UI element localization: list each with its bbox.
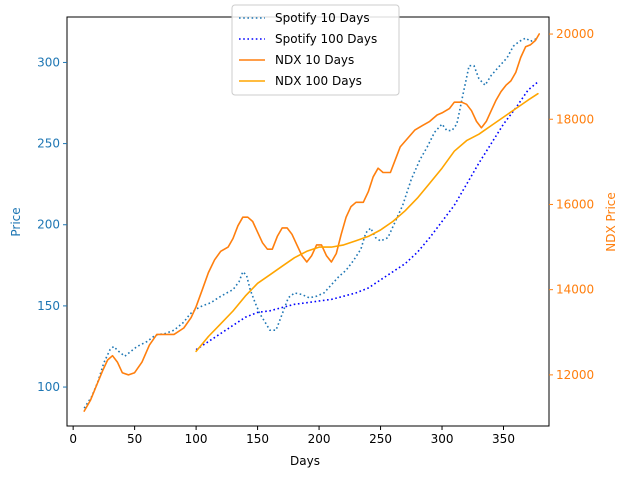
legend-box — [231, 4, 400, 96]
legend-label: Spotify 100 Days — [275, 32, 377, 46]
right-y-axis-label: NDX Price — [604, 192, 618, 252]
x-tick-label: 0 — [69, 432, 77, 446]
right-y-tick-label: 20000 — [556, 27, 594, 41]
x-axis-label: Days — [290, 454, 320, 468]
legend-label: Spotify 10 Days — [275, 11, 370, 25]
left-y-tick-label: 100 — [37, 380, 60, 394]
x-tick-label: 150 — [246, 432, 269, 446]
left-y-tick-label: 250 — [37, 137, 60, 151]
right-y-tick-label: 14000 — [556, 283, 594, 297]
x-tick-label: 50 — [127, 432, 142, 446]
legend-label: NDX 10 Days — [275, 53, 354, 67]
series-line-ndx-10-days — [83, 33, 540, 412]
left-y-tick-label: 300 — [37, 55, 60, 69]
x-tick-label: 350 — [492, 432, 515, 446]
left-y-tick-label: 150 — [37, 299, 60, 313]
right-y-tick-label: 16000 — [556, 197, 594, 211]
series-layer — [83, 33, 540, 412]
legend-label: NDX 100 Days — [275, 74, 362, 88]
x-tick-label: 200 — [308, 432, 331, 446]
left-y-tick-label: 200 — [37, 218, 60, 232]
right-y-tick-label: 12000 — [556, 368, 594, 382]
series-line-spotify-100-days — [195, 81, 539, 351]
right-y-tick-label: 18000 — [556, 112, 594, 126]
x-tick-label: 300 — [431, 432, 454, 446]
series-line-ndx-100-days — [195, 92, 539, 353]
left-y-axis-label: Price — [9, 207, 23, 236]
x-tick-label: 100 — [185, 432, 208, 446]
legend: Spotify 10 Days Spotify 100 Days NDX 10 Da… — [231, 4, 400, 96]
x-tick-label: 250 — [369, 432, 392, 446]
series-line-spotify-10-days — [83, 37, 539, 409]
ticks-layer: 0 50 100 150 200 250 300 350 100 150 200 250 300 1200… — [37, 27, 594, 446]
